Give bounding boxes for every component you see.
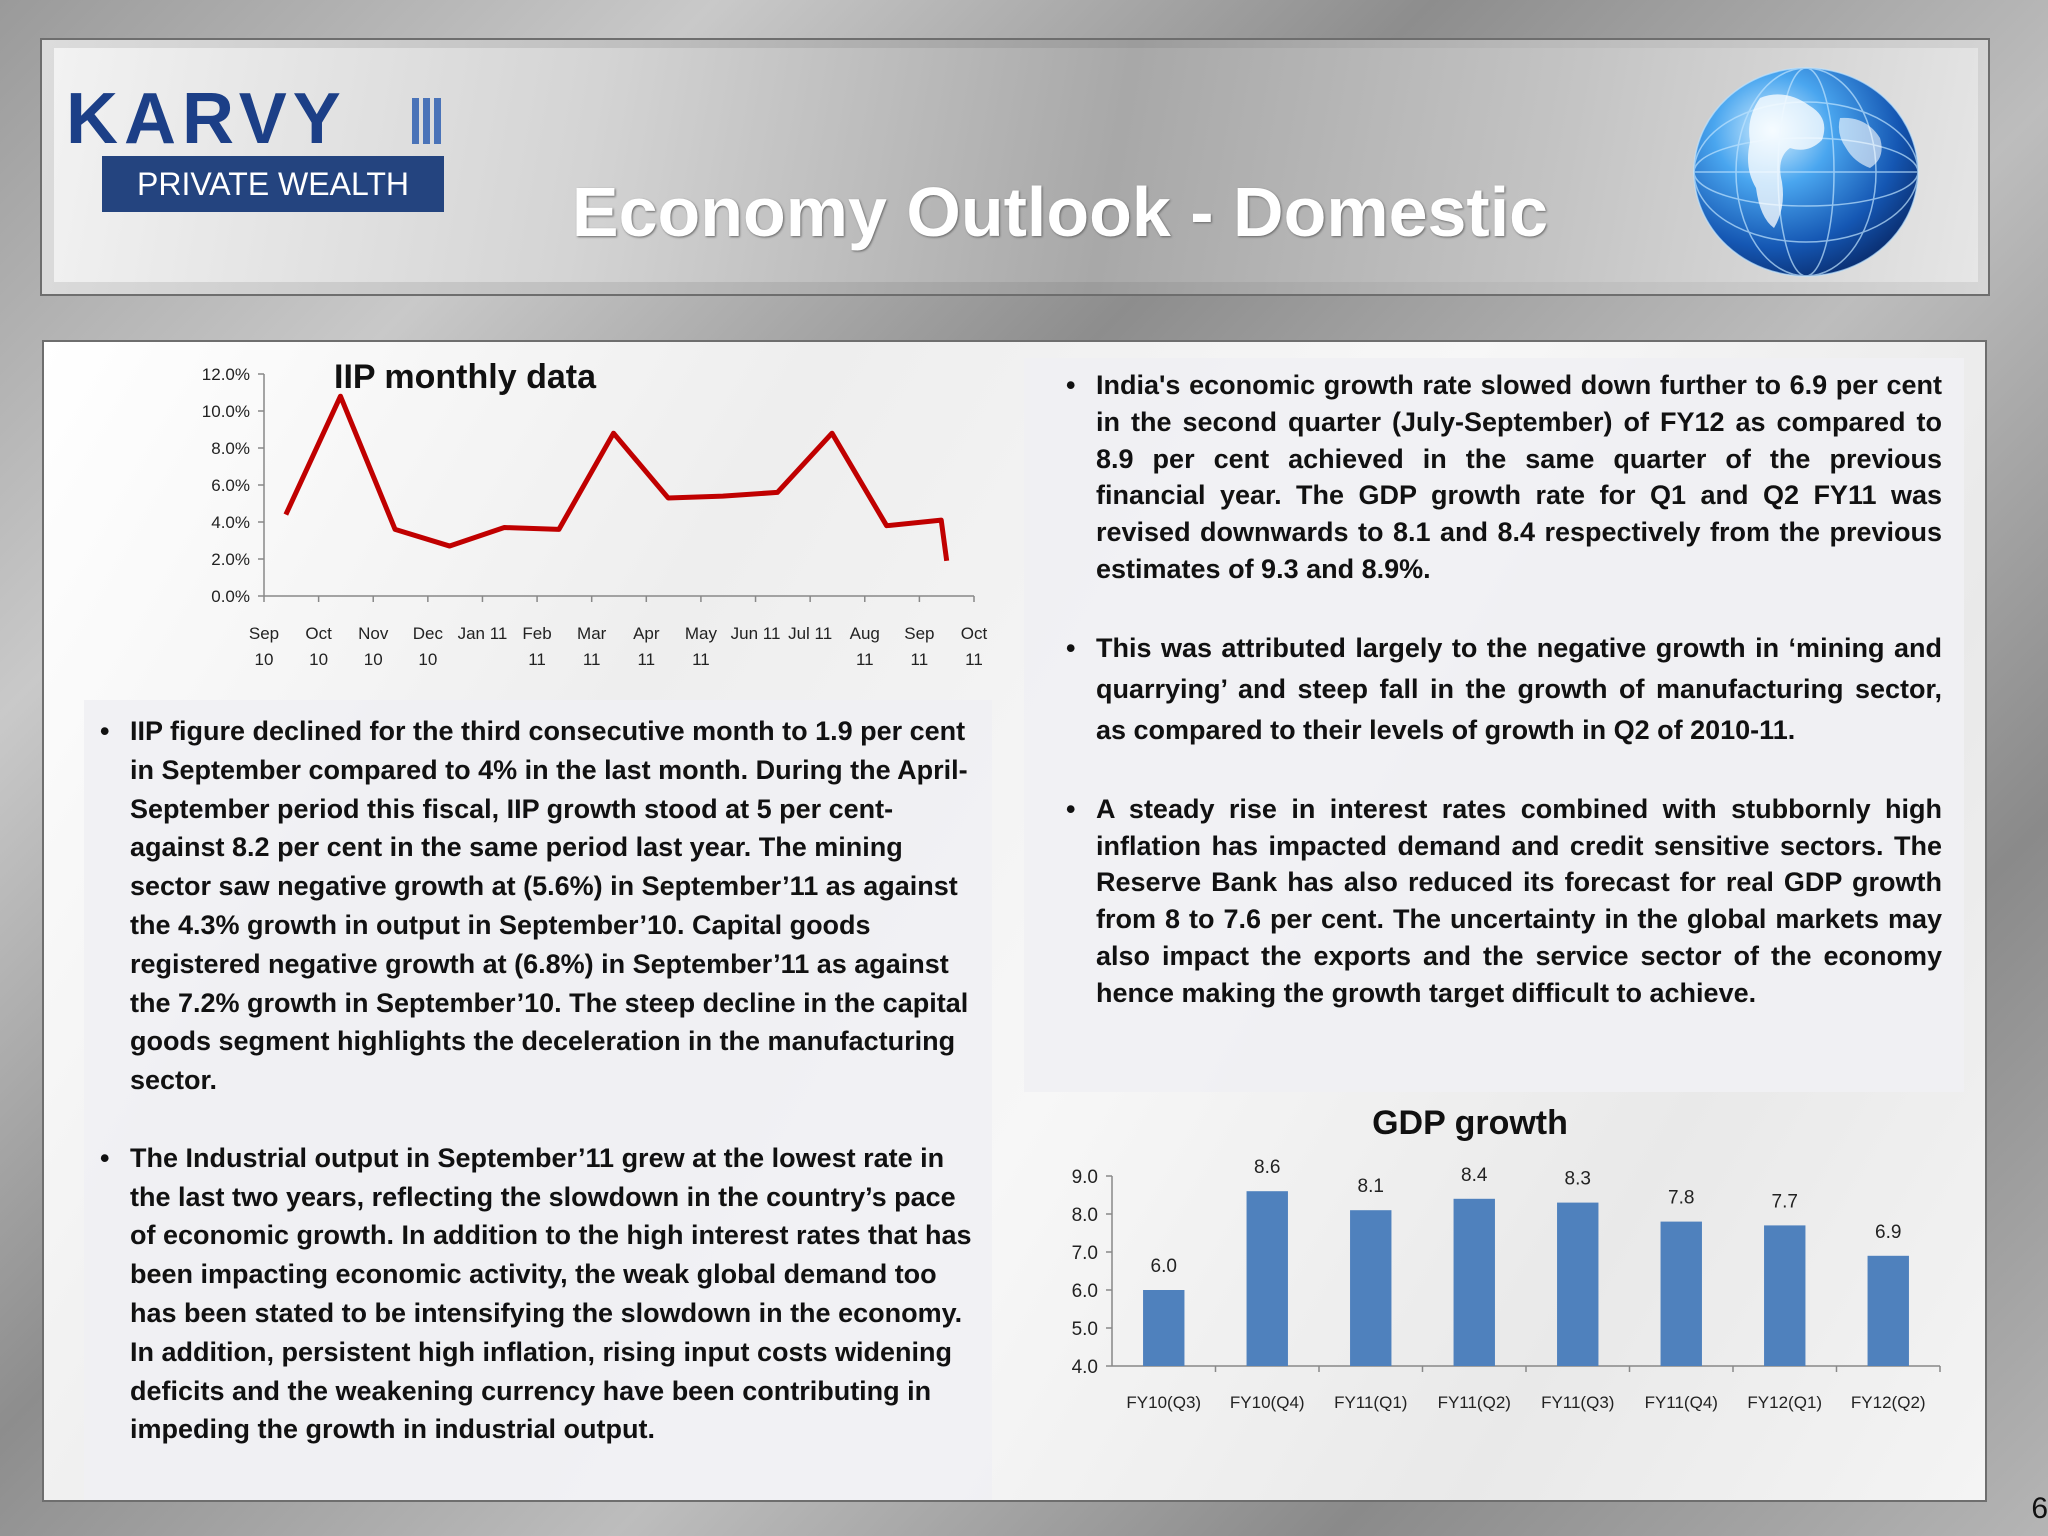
gdp-data-label: 8.1 bbox=[1358, 1176, 1384, 1197]
gdp-x-tick-label: FY10(Q3) bbox=[1126, 1393, 1201, 1412]
iip-x-tick-label: May bbox=[685, 624, 718, 643]
iip-x-tick-label-year: 10 bbox=[309, 650, 328, 669]
gdp-y-tick-label: 8.0 bbox=[1072, 1205, 1098, 1226]
iip-x-tick-label: Mar bbox=[577, 624, 607, 643]
globe-icon bbox=[1693, 67, 1919, 277]
gdp-bar bbox=[1246, 1191, 1288, 1366]
gdp-commentary: India's economic growth rate slowed down… bbox=[1066, 367, 1942, 1012]
iip-y-tick-label: 4.0% bbox=[211, 513, 250, 532]
iip-x-tick-label: Aug bbox=[850, 624, 880, 643]
iip-y-tick-label: 0.0% bbox=[211, 587, 250, 606]
gdp-x-tick-label: FY10(Q4) bbox=[1230, 1393, 1305, 1412]
iip-y-tick-label: 2.0% bbox=[211, 550, 250, 569]
iip-x-tick-label: Oct bbox=[961, 624, 988, 643]
iip-bullet-2: The Industrial output in September’11 gr… bbox=[100, 1139, 980, 1449]
karvy-logo: KARVY PRIVATE WEALTH bbox=[66, 79, 446, 214]
page-number: 6 bbox=[2031, 1492, 2048, 1525]
iip-x-tick-label: Jul 11 bbox=[788, 624, 832, 643]
gdp-x-tick-label: FY11(Q3) bbox=[1541, 1393, 1614, 1412]
iip-x-tick-label-year: 11 bbox=[583, 650, 601, 669]
gdp-y-tick-label: 5.0 bbox=[1072, 1319, 1098, 1340]
iip-y-tick-label: 12.0% bbox=[202, 365, 250, 384]
gdp-y-tick-label: 6.0 bbox=[1072, 1281, 1098, 1302]
iip-chart-title: IIP monthly data bbox=[334, 358, 596, 396]
gdp-bar bbox=[1453, 1198, 1495, 1366]
logo-bars-icon bbox=[412, 98, 442, 144]
gdp-data-label: 6.9 bbox=[1875, 1222, 1901, 1243]
iip-x-tick-label: Apr bbox=[633, 624, 660, 643]
iip-series-line bbox=[283, 393, 950, 562]
header-banner bbox=[40, 38, 1990, 296]
iip-chart: 0.0% 2.0% 4.0% 6.0% 8.0% 10.0% 12.0% Sep 10 Oct 10… bbox=[202, 365, 988, 669]
gdp-bar bbox=[1557, 1202, 1599, 1366]
iip-x-tick-label-year: 10 bbox=[255, 650, 274, 669]
iip-x-tick-label-year: 11 bbox=[692, 650, 710, 669]
iip-x-tick-label: Dec bbox=[413, 624, 444, 643]
gdp-bullet-2: This was attributed largely to the negat… bbox=[1066, 628, 1942, 751]
iip-x-tick-label-year: 11 bbox=[637, 650, 655, 669]
logo-main-text: KARVY bbox=[66, 79, 347, 159]
gdp-bar bbox=[1867, 1255, 1909, 1366]
gdp-y-tick-label: 4.0 bbox=[1072, 1357, 1098, 1378]
iip-x-tick-label-year: 11 bbox=[965, 650, 983, 669]
gdp-chart: 4.0 5.0 6.0 7.0 8.0 9.0 6.0 FY10(Q3) 8.6 FY10(Q4)… bbox=[1072, 1157, 1941, 1412]
gdp-x-tick-label: FY11(Q1) bbox=[1334, 1393, 1407, 1412]
gdp-x-tick-label: FY11(Q4) bbox=[1645, 1393, 1718, 1412]
gdp-bar bbox=[1764, 1225, 1806, 1366]
gdp-data-label: 8.3 bbox=[1565, 1169, 1591, 1190]
gdp-data-label: 8.6 bbox=[1254, 1157, 1280, 1178]
iip-x-tick-label: Sep bbox=[904, 624, 934, 643]
iip-x-tick-label: Jan 11 bbox=[458, 624, 508, 643]
gdp-y-tick-label: 9.0 bbox=[1072, 1167, 1098, 1188]
iip-y-tick-label: 8.0% bbox=[211, 439, 250, 458]
gdp-x-tick-label: FY11(Q2) bbox=[1438, 1393, 1511, 1412]
iip-x-tick-label-year: 11 bbox=[528, 650, 546, 669]
gdp-data-label: 7.7 bbox=[1772, 1191, 1798, 1212]
gdp-data-label: 6.0 bbox=[1151, 1256, 1177, 1277]
gdp-data-label: 7.8 bbox=[1668, 1188, 1694, 1209]
gdp-x-tick-label: FY12(Q1) bbox=[1747, 1393, 1822, 1412]
gdp-chart-title: GDP growth bbox=[1372, 1104, 1568, 1142]
gdp-bullet-3: A steady rise in interest rates combined… bbox=[1066, 791, 1942, 1012]
iip-commentary: IIP figure declined for the third consec… bbox=[100, 712, 980, 1449]
gdp-y-tick-label: 7.0 bbox=[1072, 1243, 1098, 1264]
iip-x-tick-label: Oct bbox=[305, 624, 332, 643]
gdp-bar bbox=[1660, 1221, 1702, 1366]
iip-x-tick-label-year: 11 bbox=[856, 650, 874, 669]
logo-sub-text: PRIVATE WEALTH bbox=[102, 156, 444, 212]
gdp-bar bbox=[1350, 1210, 1392, 1366]
gdp-x-tick-label: FY12(Q2) bbox=[1851, 1393, 1926, 1412]
gdp-bullet-1: India's economic growth rate slowed down… bbox=[1066, 367, 1942, 588]
gdp-data-label: 8.4 bbox=[1461, 1165, 1488, 1186]
iip-x-tick-label-year: 10 bbox=[418, 650, 437, 669]
iip-x-tick-label-year: 10 bbox=[364, 650, 383, 669]
iip-bullet-1: IIP figure declined for the third consec… bbox=[100, 712, 980, 1100]
page-title: Economy Outlook - Domestic bbox=[571, 173, 1549, 251]
gdp-bar bbox=[1143, 1290, 1185, 1366]
iip-x-tick-label: Nov bbox=[358, 624, 389, 643]
iip-x-tick-label-year: 11 bbox=[911, 650, 929, 669]
iip-y-tick-label: 10.0% bbox=[202, 402, 250, 421]
iip-x-tick-label: Sep bbox=[249, 624, 279, 643]
iip-x-tick-label: Feb bbox=[522, 624, 551, 643]
iip-y-tick-label: 6.0% bbox=[211, 476, 250, 495]
iip-x-tick-label: Jun 11 bbox=[731, 624, 781, 643]
